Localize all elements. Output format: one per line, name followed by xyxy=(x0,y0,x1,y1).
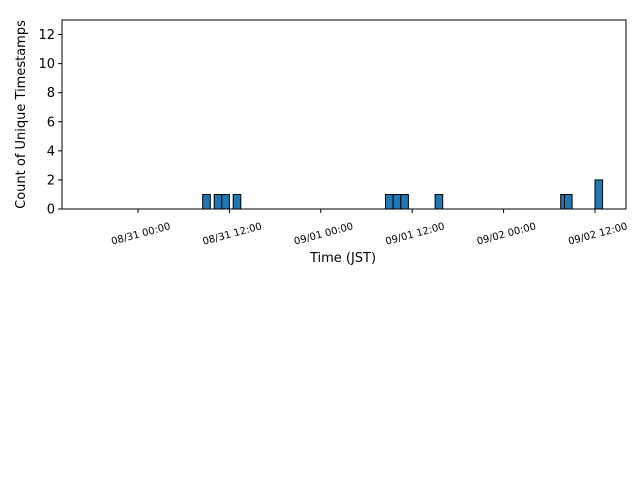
histogram-bar xyxy=(221,194,230,210)
histogram-bar xyxy=(434,194,444,210)
histogram-bar xyxy=(385,194,394,210)
histogram-bar xyxy=(213,194,223,210)
x-tick-label: 09/02 12:00 xyxy=(567,221,629,247)
plot-area xyxy=(62,20,626,209)
histogram-bar xyxy=(564,194,573,210)
x-axis-ticks: 08/31 00:00 08/31 12:00 09/01 00:00 09/01 1… xyxy=(110,209,629,248)
y-tick-label: 12 xyxy=(38,28,55,43)
plot-frame xyxy=(61,19,627,210)
histogram-bar xyxy=(392,194,402,210)
y-tick-label: 6 xyxy=(47,115,55,130)
y-tick-label: 4 xyxy=(47,144,55,159)
x-tick-label: 08/31 12:00 xyxy=(202,221,264,247)
x-tick-label: 08/31 00:00 xyxy=(110,221,172,247)
x-tick-label: 09/01 12:00 xyxy=(384,221,446,247)
histogram-bar xyxy=(202,194,211,210)
x-axis-label: Time (JST) xyxy=(309,251,376,266)
y-tick-label: 0 xyxy=(47,203,55,218)
histogram-bar xyxy=(400,194,409,210)
histogram-bar xyxy=(232,194,242,210)
y-axis-label: Count of Unique Timestamps xyxy=(14,20,29,209)
histogram-bar xyxy=(594,179,604,210)
y-tick-label: 2 xyxy=(47,173,55,188)
y-tick-label: 8 xyxy=(47,86,55,101)
x-tick-label: 09/01 00:00 xyxy=(293,221,355,247)
y-tick-label: 10 xyxy=(38,57,55,72)
bars-group xyxy=(202,179,604,210)
y-axis-ticks: 0 2 4 6 8 10 12 xyxy=(38,28,62,218)
x-tick-label: 09/02 00:00 xyxy=(476,221,538,247)
